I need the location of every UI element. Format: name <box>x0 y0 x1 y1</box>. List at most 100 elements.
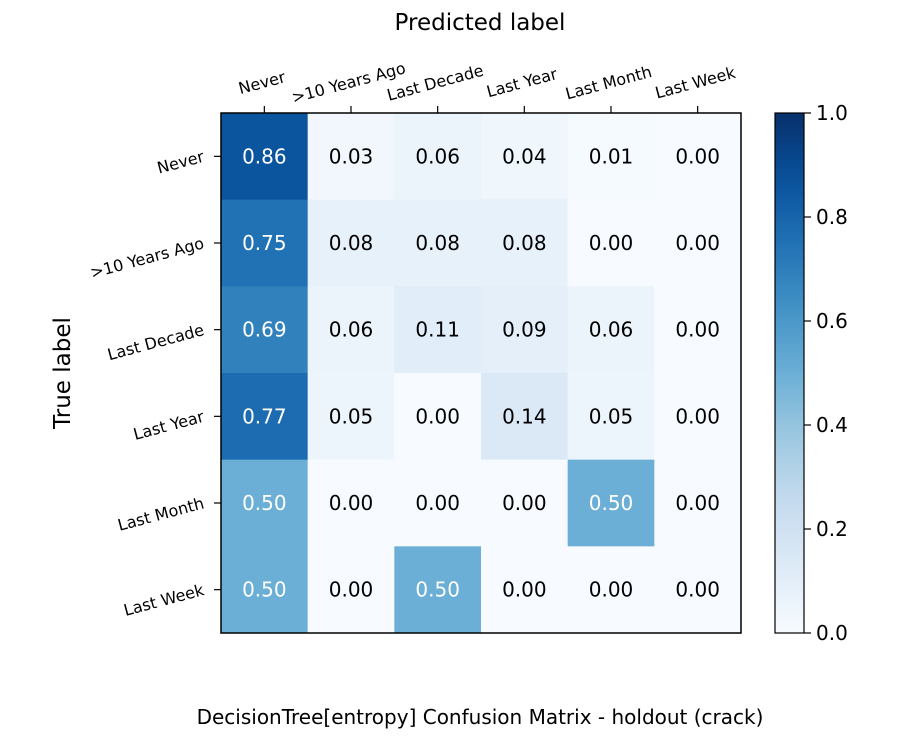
x-tick-label: Never <box>236 67 287 98</box>
cell-value-label: 0.03 <box>329 144 374 168</box>
heatmap-cell <box>307 286 395 374</box>
cell-value-label: 0.01 <box>589 144 634 168</box>
cell-value-label: 0.08 <box>415 231 460 255</box>
cell-value-label: 0.09 <box>502 318 547 342</box>
cell-value-label: 0.00 <box>502 491 547 515</box>
x-axis-title: Predicted label <box>395 10 566 36</box>
y-axis-title: True label <box>50 317 76 430</box>
colorbar-tick-label: 0.8 <box>816 205 848 229</box>
heatmap-cell <box>481 546 569 634</box>
y-tick-label: Last Decade <box>105 320 206 364</box>
heatmap-cell <box>654 373 742 461</box>
heatmap-cell <box>481 113 569 201</box>
heatmap-cell <box>307 459 395 547</box>
cell-value-label: 0.14 <box>502 404 547 428</box>
x-tick-label: Last Month <box>563 62 653 103</box>
cell-value-label: 0.77 <box>242 404 287 428</box>
cell-value-label: 0.50 <box>242 491 287 515</box>
heatmap-cell <box>567 286 655 374</box>
cell-value-label: 0.00 <box>589 231 634 255</box>
heatmap-cell <box>394 459 482 547</box>
heatmap-cells <box>221 113 742 634</box>
heatmap-cell <box>394 199 482 287</box>
y-tick-label: Last Week <box>122 580 207 620</box>
cell-value-label: 0.06 <box>415 144 460 168</box>
cell-value-label: 0.00 <box>329 578 374 602</box>
heatmap-cell <box>307 546 395 634</box>
heatmap-cell <box>567 113 655 201</box>
x-tick-label: Last Week <box>653 63 738 103</box>
heatmap-cell <box>307 373 395 461</box>
heatmap-cell <box>654 199 742 287</box>
cell-value-label: 0.00 <box>329 491 374 515</box>
cell-value-label: 0.50 <box>589 491 634 515</box>
cell-value-label: 0.00 <box>589 578 634 602</box>
x-tick-label: Last Year <box>485 64 560 101</box>
cell-value-label: 0.69 <box>242 318 287 342</box>
heatmap-cell <box>394 546 482 634</box>
cell-value-label: 0.00 <box>675 318 720 342</box>
colorbar-tick-label: 1.0 <box>816 101 848 125</box>
colorbar-tick-label: 0.6 <box>816 309 848 333</box>
heatmap-cell <box>221 373 309 461</box>
cell-value-label: 0.00 <box>675 231 720 255</box>
heatmap-cell <box>307 199 395 287</box>
cell-value-label: 0.06 <box>329 318 374 342</box>
heatmap-cell <box>481 459 569 547</box>
cell-value-label: 0.00 <box>675 404 720 428</box>
heatmap-cell <box>394 286 482 374</box>
y-tick-label: Last Year <box>131 407 206 444</box>
colorbar-gradient <box>774 112 805 634</box>
cell-value-label: 0.05 <box>589 404 634 428</box>
heatmap-cell <box>394 113 482 201</box>
heatmap-cell <box>654 286 742 374</box>
heatmap-cell <box>654 459 742 547</box>
chart-caption: DecisionTree[entropy] Confusion Matrix -… <box>197 705 764 729</box>
cell-value-label: 0.00 <box>675 144 720 168</box>
cell-value-label: 0.05 <box>329 404 374 428</box>
colorbar-tick-label: 0.0 <box>816 621 848 645</box>
cell-value-label: 0.08 <box>502 231 547 255</box>
cell-value-label: 0.50 <box>415 578 460 602</box>
heatmap-cell <box>654 546 742 634</box>
cell-value-labels: 0.86 0.03 0.06 0.04 0.01 0.00 0.75 0.08 0.08 0.08… <box>242 144 720 601</box>
cell-value-label: 0.86 <box>242 144 287 168</box>
heatmap-cell <box>567 373 655 461</box>
cell-value-label: 0.00 <box>415 404 460 428</box>
y-tick-label: Last Month <box>116 494 206 535</box>
colorbar-tick-label: 0.4 <box>816 413 848 437</box>
y-tick-label: >10 Years Ago <box>88 234 206 283</box>
cell-value-label: 0.00 <box>675 491 720 515</box>
colorbar-tick-label: 0.2 <box>816 517 848 541</box>
cell-value-label: 0.50 <box>242 578 287 602</box>
cell-value-label: 0.08 <box>329 231 374 255</box>
heatmap-cell <box>481 286 569 374</box>
cell-value-label: 0.06 <box>589 318 634 342</box>
heatmap-cell <box>567 546 655 634</box>
heatmap-cell <box>567 199 655 287</box>
cell-value-label: 0.00 <box>502 578 547 602</box>
heatmap-cell <box>567 459 655 547</box>
y-tick-label: Never <box>155 147 206 178</box>
colorbar-ticks: 0.0 0.2 0.4 0.6 0.8 1.0 <box>804 101 848 645</box>
cell-value-label: 0.11 <box>415 318 460 342</box>
heatmap-cell <box>654 113 742 201</box>
cell-value-label: 0.04 <box>502 144 547 168</box>
heatmap-cell <box>221 113 309 201</box>
cell-value-label: 0.00 <box>675 578 720 602</box>
heatmap-cell <box>481 199 569 287</box>
heatmap-cell <box>307 113 395 201</box>
colorbar: 0.0 0.2 0.4 0.6 0.8 1.0 <box>774 101 848 645</box>
heatmap-cell <box>221 286 309 374</box>
cell-value-label: 0.00 <box>415 491 460 515</box>
heatmap-cell <box>221 199 309 287</box>
heatmap-cell <box>481 373 569 461</box>
heatmap-cell <box>394 373 482 461</box>
heatmap-cell <box>221 546 309 634</box>
y-axis-ticks: Never >10 Years Ago Last Decade Last Year La… <box>88 147 221 620</box>
cell-value-label: 0.75 <box>242 231 287 255</box>
plot-frame <box>220 112 742 634</box>
heatmap-cell <box>221 459 309 547</box>
